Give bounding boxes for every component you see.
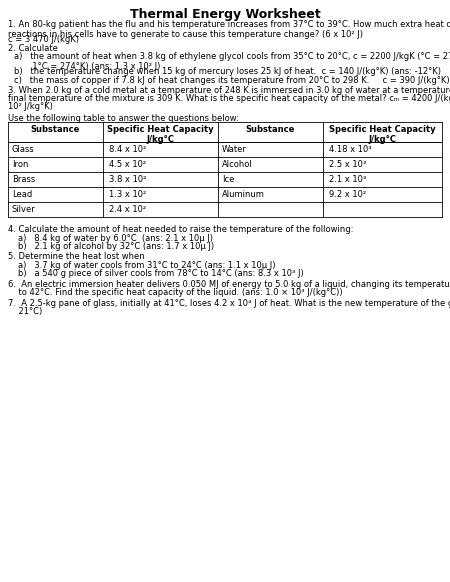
Text: Iron: Iron	[12, 160, 28, 169]
Text: 7.  A 2.5-kg pane of glass, initially at 41°C, loses 4.2 x 10⁴ J of heat. What i: 7. A 2.5-kg pane of glass, initially at …	[8, 299, 450, 308]
Text: 5. Determine the heat lost when: 5. Determine the heat lost when	[8, 252, 144, 261]
Text: Use the following table to answer the questions below:: Use the following table to answer the qu…	[8, 114, 239, 123]
Text: a)   8.4 kg of water by 6.0°C  (ans: 2.1 x 10µ J): a) 8.4 kg of water by 6.0°C (ans: 2.1 x …	[18, 234, 213, 243]
Text: Glass: Glass	[12, 145, 35, 154]
Text: 2. Calculate: 2. Calculate	[8, 44, 58, 53]
Text: Brass: Brass	[12, 175, 35, 184]
Text: 6.  An electric immersion heater delivers 0.050 MJ of energy to 5.0 kg of a liqu: 6. An electric immersion heater delivers…	[8, 280, 450, 289]
Text: 1. An 80-kg patient has the flu and his temperature increases from 37°C to 39°C.: 1. An 80-kg patient has the flu and his …	[8, 20, 450, 40]
Text: Alcohol: Alcohol	[222, 160, 253, 169]
Text: 2.4 x 10²: 2.4 x 10²	[109, 205, 146, 214]
Text: Water: Water	[222, 145, 247, 154]
Text: 4. Calculate the amount of heat needed to raise the temperature of the following: 4. Calculate the amount of heat needed t…	[8, 225, 353, 234]
Text: Lead: Lead	[12, 190, 32, 199]
Text: a)   the amount of heat when 3.8 kg of ethylene glycol cools from 35°C to 20°C, : a) the amount of heat when 3.8 kg of eth…	[14, 52, 450, 72]
Text: 10² J/kg°K): 10² J/kg°K)	[8, 102, 53, 111]
Text: 1.3 x 10²: 1.3 x 10²	[109, 190, 146, 199]
Text: Specific Heat Capacity
J/kg°C: Specific Heat Capacity J/kg°C	[107, 125, 214, 144]
Text: 21°C): 21°C)	[8, 307, 42, 316]
Text: 4.5 x 10²: 4.5 x 10²	[109, 160, 146, 169]
Text: c = 3 470 J/(kgK): c = 3 470 J/(kgK)	[8, 35, 79, 44]
Text: 4.18 x 10³: 4.18 x 10³	[329, 145, 372, 154]
Text: c)   the mass of copper if 7.8 kJ of heat changes its temperature from 20°C to 2: c) the mass of copper if 7.8 kJ of heat …	[14, 76, 450, 85]
Text: Substance: Substance	[246, 125, 295, 134]
Text: Ice: Ice	[222, 175, 234, 184]
Text: Specific Heat Capacity
J/kg°C: Specific Heat Capacity J/kg°C	[329, 125, 436, 144]
Text: b)   a 540 g piece of silver cools from 78°C to 14°C (ans: 8.3 x 10³ J): b) a 540 g piece of silver cools from 78…	[18, 269, 304, 278]
Text: 2.5 x 10³: 2.5 x 10³	[329, 160, 366, 169]
Text: 3. When 2.0 kg of a cold metal at a temperature of 248 K is immersed in 3.0 kg o: 3. When 2.0 kg of a cold metal at a temp…	[8, 86, 450, 95]
Text: 2.1 x 10³: 2.1 x 10³	[329, 175, 366, 184]
Text: 9.2 x 10²: 9.2 x 10²	[329, 190, 366, 199]
Text: Silver: Silver	[12, 205, 36, 214]
Text: 8.4 x 10²: 8.4 x 10²	[109, 145, 146, 154]
Text: Substance: Substance	[31, 125, 80, 134]
Text: a)   3.7 kg of water cools from 31°C to 24°C (ans: 1.1 x 10µ J): a) 3.7 kg of water cools from 31°C to 24…	[18, 261, 275, 270]
Text: to 42°C. Find the specific heat capacity of the liquid. (ans: 1.0 × 10³ J/(kg°C): to 42°C. Find the specific heat capacity…	[8, 288, 342, 297]
Text: b)   the temperature change when 15 kg of mercury loses 25 kJ of heat.  c = 140 : b) the temperature change when 15 kg of …	[14, 67, 441, 76]
Text: Thermal Energy Worksheet: Thermal Energy Worksheet	[130, 8, 320, 21]
Text: Aluminum: Aluminum	[222, 190, 265, 199]
Text: b)   2.1 kg of alcohol by 32°C (ans: 1.7 x 10µ J): b) 2.1 kg of alcohol by 32°C (ans: 1.7 x…	[18, 242, 214, 251]
Text: 3.8 x 10²: 3.8 x 10²	[109, 175, 146, 184]
Text: final temperature of the mixture is 309 K. What is the specific heat capacity of: final temperature of the mixture is 309 …	[8, 94, 450, 103]
